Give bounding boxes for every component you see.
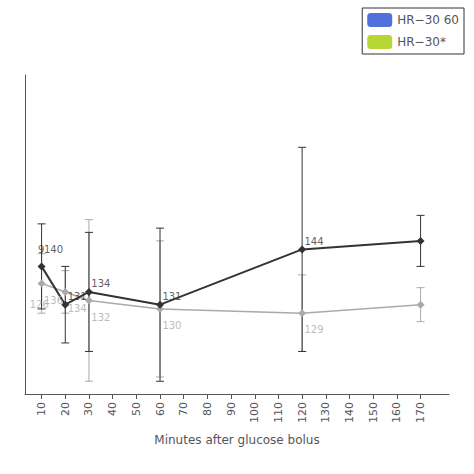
svg-text:170: 170 xyxy=(414,402,427,423)
svg-text:140: 140 xyxy=(44,244,63,255)
svg-text:80: 80 xyxy=(201,402,214,416)
svg-text:120: 120 xyxy=(296,402,309,423)
svg-text:144: 144 xyxy=(305,236,324,247)
svg-text:134: 134 xyxy=(91,278,110,289)
svg-text:130: 130 xyxy=(319,402,332,423)
svg-text:HR−30 60: HR−30 60 xyxy=(397,13,459,27)
svg-text:70: 70 xyxy=(177,402,190,416)
svg-text:9: 9 xyxy=(38,244,45,256)
svg-text:131: 131 xyxy=(68,291,87,302)
svg-text:160: 160 xyxy=(390,402,403,423)
svg-text:150: 150 xyxy=(367,402,380,423)
svg-text:134: 134 xyxy=(68,303,87,314)
svg-text:HR−30*: HR−30* xyxy=(397,35,446,49)
svg-text:40: 40 xyxy=(106,402,119,416)
svg-text:60: 60 xyxy=(154,402,167,416)
svg-text:140: 140 xyxy=(343,402,356,423)
svg-text:50: 50 xyxy=(130,402,143,416)
svg-text:100: 100 xyxy=(248,402,261,423)
svg-text:10: 10 xyxy=(35,402,48,416)
svg-text:20: 20 xyxy=(59,402,72,416)
svg-text:131: 131 xyxy=(162,291,181,302)
svg-text:90: 90 xyxy=(225,402,238,416)
svg-text:136: 136 xyxy=(43,294,63,306)
svg-text:30: 30 xyxy=(82,402,95,416)
svg-text:129: 129 xyxy=(305,324,324,335)
svg-text:110: 110 xyxy=(272,402,285,423)
svg-text:130: 130 xyxy=(162,320,181,331)
svg-text:Minutes after glucose bolus: Minutes after glucose bolus xyxy=(154,433,319,447)
svg-text:132: 132 xyxy=(91,312,110,323)
svg-text:126: 126 xyxy=(30,299,49,310)
